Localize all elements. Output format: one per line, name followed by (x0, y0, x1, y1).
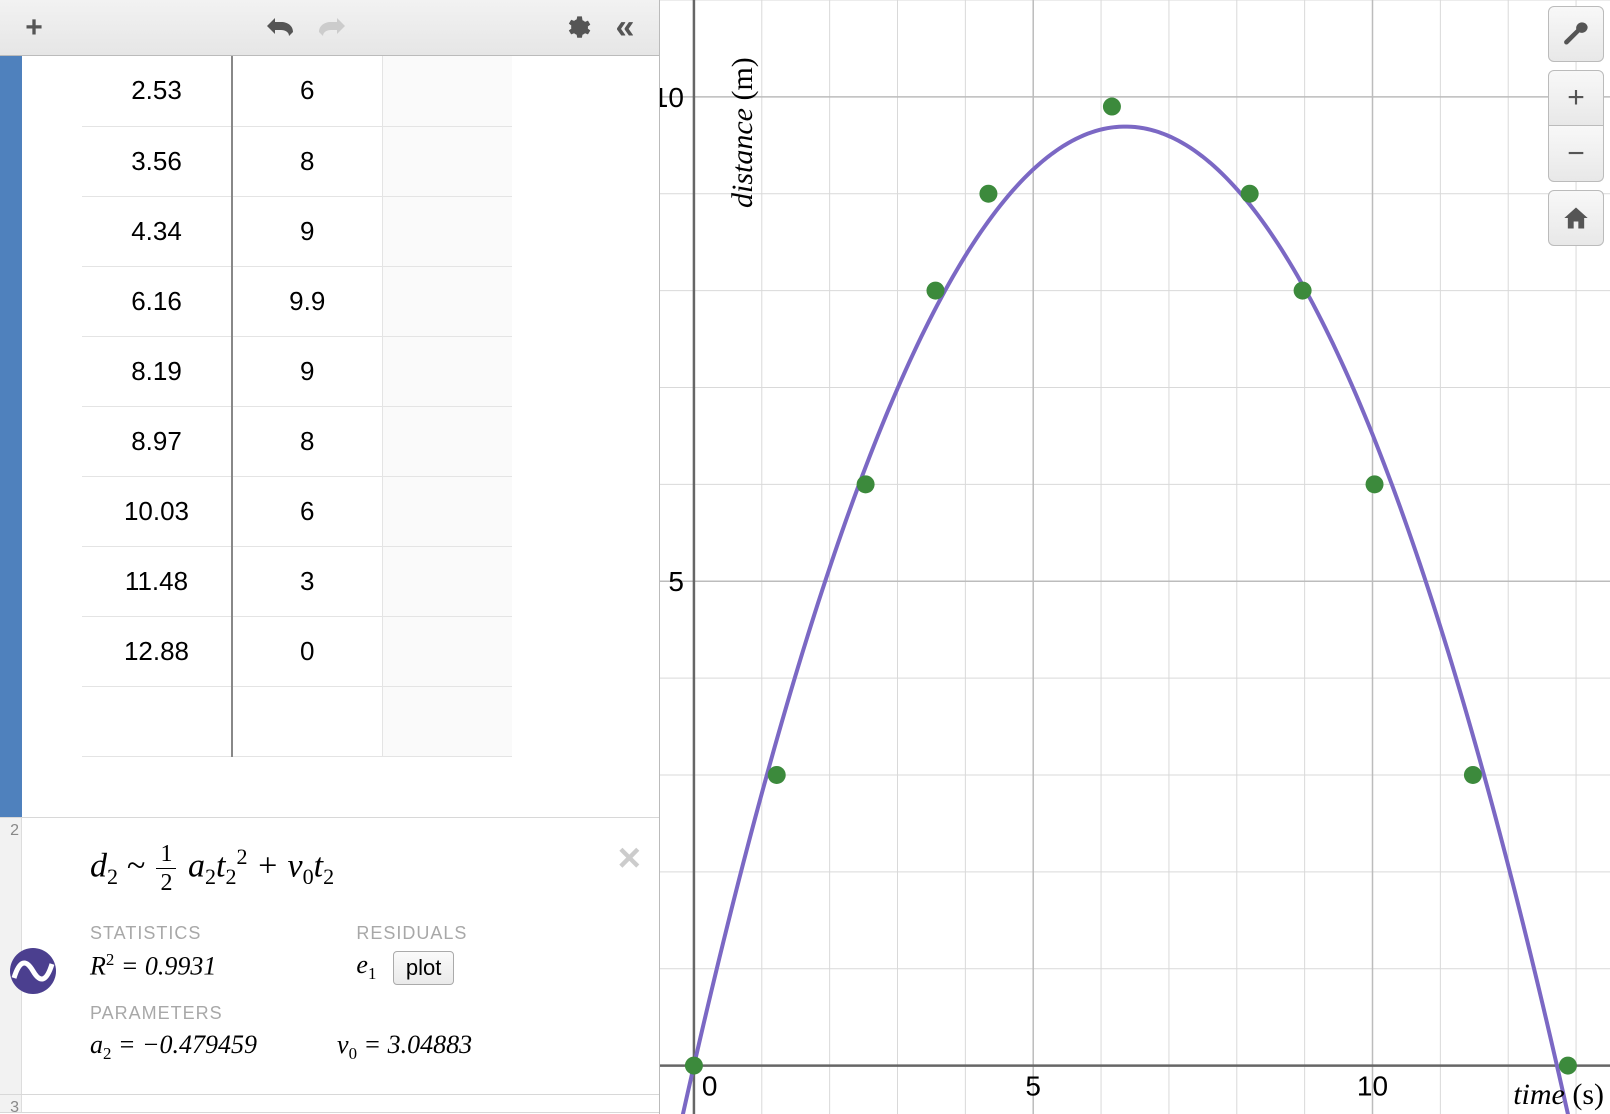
statistics-label: STATISTICS (90, 923, 216, 944)
selected-indicator (0, 56, 22, 817)
table-cell-y[interactable]: 8 (232, 126, 382, 196)
regression-formula: d2 ~ 12 a2t22 + v0t2 (90, 842, 639, 895)
graph-canvas[interactable]: 0 5 10 5 10 (660, 0, 1610, 1114)
expression-list: 2.5363.5684.3496.169.98.1998.97810.03611… (0, 56, 659, 1114)
svg-text:5: 5 (668, 566, 684, 597)
table-row[interactable]: 2.536 (82, 56, 512, 126)
data-table[interactable]: 2.5363.5684.3496.169.98.1998.97810.03611… (82, 56, 512, 757)
table-cell-y[interactable]: 9 (232, 336, 382, 406)
table-row[interactable]: 11.483 (82, 546, 512, 616)
wrench-icon (1562, 20, 1590, 48)
svg-text:5: 5 (1025, 1071, 1041, 1102)
delete-expression-button[interactable]: × (618, 836, 641, 881)
table-cell-x[interactable]: 3.56 (82, 126, 232, 196)
minus-icon: − (1567, 137, 1585, 171)
table-cell-x[interactable]: 2.53 (82, 56, 232, 126)
r-squared: R2 = 0.9931 (90, 950, 216, 982)
undo-button[interactable] (258, 4, 306, 52)
expression-row-empty[interactable]: 3 (0, 1095, 659, 1113)
graph-controls: + − (1548, 6, 1604, 246)
table-cell-empty[interactable] (382, 546, 512, 616)
table-cell-x[interactable]: 8.97 (82, 406, 232, 476)
table-cell-empty[interactable] (382, 126, 512, 196)
table-cell-y[interactable]: 9 (232, 196, 382, 266)
undo-icon (267, 18, 297, 38)
row-index: 3 (0, 1095, 22, 1112)
table-cell-empty[interactable] (382, 56, 512, 126)
table-cell-y[interactable]: 8 (232, 406, 382, 476)
chevron-left-icon: « (616, 8, 635, 47)
table-row[interactable]: 12.880 (82, 616, 512, 686)
expression-row-regression[interactable]: 2 × d2 ~ 12 a2t22 + v0t2 STATISTICS R2 =… (0, 818, 659, 1096)
table-cell-y[interactable]: 6 (232, 56, 382, 126)
table-row[interactable]: 4.349 (82, 196, 512, 266)
param-v0: v0 = 3.04883 (337, 1030, 472, 1064)
svg-text:10: 10 (660, 82, 684, 113)
graph-settings-button[interactable] (1548, 6, 1604, 62)
gear-icon (563, 14, 591, 42)
regression-icon (10, 948, 56, 994)
zoom-out-button[interactable]: − (1548, 126, 1604, 182)
collapse-panel-button[interactable]: « (601, 4, 649, 52)
toolbar: + « (0, 0, 659, 56)
table-cell-y[interactable]: 0 (232, 616, 382, 686)
param-a2: a2 = −0.479459 (90, 1030, 257, 1064)
home-button[interactable] (1548, 190, 1604, 246)
settings-button[interactable] (553, 4, 601, 52)
x-axis-label: time (s) (1513, 1078, 1604, 1112)
table-cell-x[interactable]: 11.48 (82, 546, 232, 616)
graph-panel[interactable]: 0 5 10 5 10 distance (m) time (s) + − (660, 0, 1610, 1114)
table-cell-empty[interactable] (382, 616, 512, 686)
table-cell-empty[interactable] (382, 476, 512, 546)
svg-text:0: 0 (702, 1071, 718, 1102)
table-cell-empty[interactable] (382, 266, 512, 336)
parameters-label: PARAMETERS (90, 1003, 639, 1024)
table-cell-empty[interactable] (382, 196, 512, 266)
expression-panel: + « 2.5363.5684.3496.169.98.1998.97810.0… (0, 0, 660, 1114)
table-cell-empty[interactable] (382, 406, 512, 476)
plus-icon: + (1567, 81, 1585, 115)
table-cell-y[interactable]: 9.9 (232, 266, 382, 336)
add-expression-button[interactable]: + (10, 4, 58, 52)
table-cell-empty[interactable] (382, 336, 512, 406)
table-cell-x[interactable]: 8.19 (82, 336, 232, 406)
residuals-label: RESIDUALS (356, 923, 467, 944)
table-row[interactable]: 3.568 (82, 126, 512, 196)
redo-button (306, 4, 354, 52)
table-cell-x[interactable]: 10.03 (82, 476, 232, 546)
table-cell-y[interactable]: 6 (232, 476, 382, 546)
table-cell-y[interactable]: 3 (232, 546, 382, 616)
plot-residuals-button[interactable]: plot (393, 951, 454, 985)
table-row[interactable]: 10.036 (82, 476, 512, 546)
expression-row-table[interactable]: 2.5363.5684.3496.169.98.1998.97810.03611… (0, 56, 659, 818)
table-row[interactable]: 8.199 (82, 336, 512, 406)
table-row[interactable]: 6.169.9 (82, 266, 512, 336)
home-icon (1562, 204, 1590, 232)
svg-text:10: 10 (1357, 1071, 1388, 1102)
zoom-in-button[interactable]: + (1548, 70, 1604, 126)
residuals-var: e1 (356, 950, 383, 979)
plus-icon: + (25, 11, 43, 45)
table-cell-x[interactable]: 6.16 (82, 266, 232, 336)
table-row[interactable]: 8.978 (82, 406, 512, 476)
table-cell-x[interactable]: 4.34 (82, 196, 232, 266)
y-axis-label: distance (m) (726, 57, 760, 208)
table-cell-x[interactable]: 12.88 (82, 616, 232, 686)
redo-icon (315, 18, 345, 38)
